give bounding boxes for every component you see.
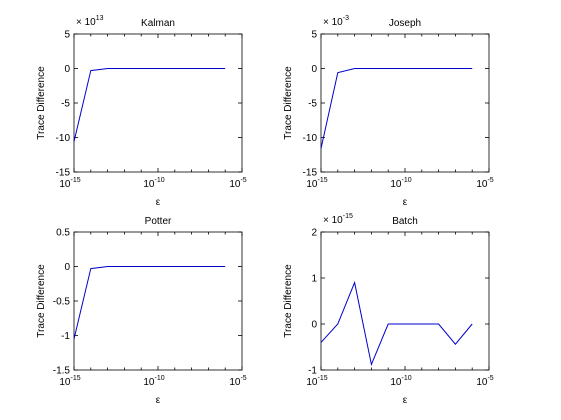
y-tick-label: 2	[311, 228, 317, 239]
y-tick-label: -0.5	[53, 297, 71, 308]
y-tick-label: -5	[308, 99, 317, 110]
axes-box	[73, 33, 243, 173]
x-tick-label: 10-5	[229, 375, 246, 388]
y-tick-label: -15	[303, 168, 318, 179]
y-exponent-label: × 1013	[76, 15, 104, 28]
y-exponent-label: × 10-3	[323, 15, 349, 28]
subplot-kalman: Kalman -15 -10 -5 0 5 × 1013 10-15 10-10 10-5 ε Tra…	[36, 15, 247, 208]
series-line	[73, 68, 226, 142]
chart-title: Potter	[145, 216, 172, 227]
x-axis-label: ε	[403, 395, 408, 406]
y-tick-label: 0	[311, 320, 317, 331]
chart-title: Joseph	[389, 18, 421, 29]
y-tick-label: 5	[64, 30, 70, 41]
x-tick-label: 10-15	[59, 375, 80, 388]
axes-box	[73, 231, 243, 371]
y-axis-label: Trace Difference	[36, 66, 47, 140]
x-tick-label: 10-15	[306, 375, 327, 388]
y-tick-label: -5	[61, 99, 70, 110]
x-axis-label: ε	[156, 395, 161, 406]
y-axis-label: Trace Difference	[283, 264, 294, 338]
y-tick-label: -15	[56, 168, 71, 179]
axes-box	[320, 231, 490, 371]
y-tick-label: -1.5	[53, 366, 71, 377]
x-tick-label: 10-15	[306, 177, 327, 190]
y-tick-label: 0	[64, 64, 70, 75]
x-tick-label: 10-10	[143, 177, 164, 190]
series-line	[320, 68, 473, 149]
chart-title: Kalman	[141, 18, 175, 29]
x-tick-label: 10-5	[229, 177, 246, 190]
x-tick-label: 10-5	[476, 177, 493, 190]
x-tick-label: 10-10	[143, 375, 164, 388]
chart-title: Batch	[392, 216, 418, 227]
subplot-batch: Batch -1 0 1 2 × 10-15 10-15 10-10 10-5 ε Trace Di…	[283, 213, 494, 406]
x-tick-label: 10-10	[390, 177, 411, 190]
y-tick-label: -10	[56, 133, 71, 144]
series-line	[320, 280, 473, 367]
y-tick-label: 1	[311, 274, 317, 285]
series-line	[73, 266, 226, 340]
y-tick-label: -10	[303, 133, 318, 144]
y-tick-label: 5	[311, 30, 317, 41]
x-axis-label: ε	[156, 197, 161, 208]
axes-box	[320, 33, 490, 173]
y-tick-label: -1	[308, 366, 317, 377]
y-tick-label: 0	[311, 64, 317, 75]
x-axis-label: ε	[403, 197, 408, 208]
x-tick-label: 10-15	[59, 177, 80, 190]
y-exponent-label: × 10-15	[323, 213, 353, 226]
y-axis-label: Trace Difference	[36, 264, 47, 338]
subplot-potter: Potter -1.5 -1 -0.5 0 0.5 10-15 10-10 10-5 ε Trace…	[36, 216, 247, 406]
x-tick-label: 10-10	[390, 375, 411, 388]
y-tick-label: 0	[64, 262, 70, 273]
x-tick-label: 10-5	[476, 375, 493, 388]
y-axis-label: Trace Difference	[283, 66, 294, 140]
subplot-joseph: Joseph -15 -10 -5 0 5 × 10-3 10-15 10-10 10-5 ε Tra…	[283, 15, 494, 208]
y-tick-label: -1	[61, 331, 70, 342]
y-tick-label: 0.5	[56, 228, 70, 239]
